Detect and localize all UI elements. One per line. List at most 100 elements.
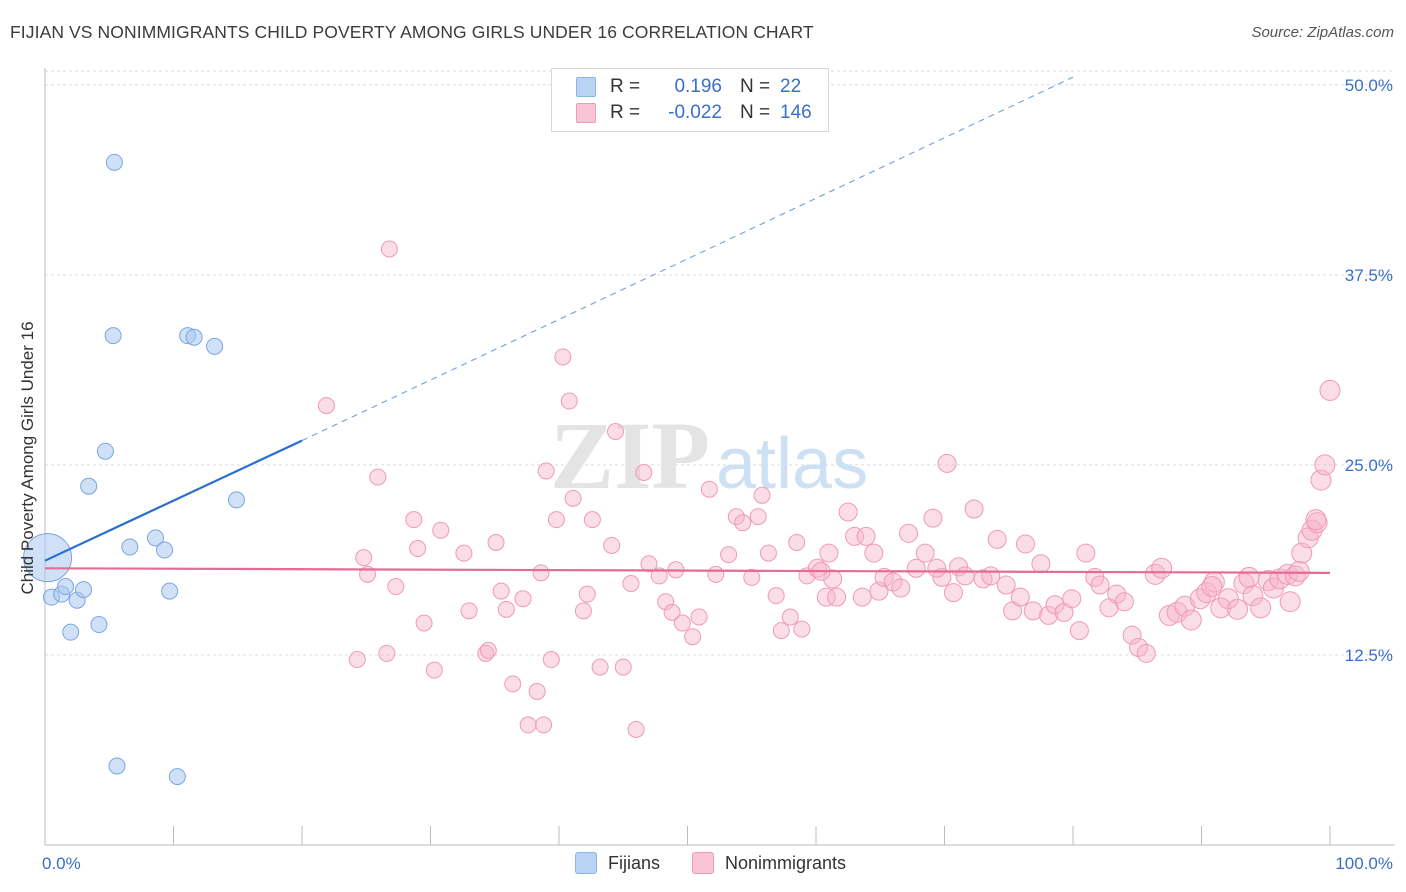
nonimmigrants-point [981, 566, 1001, 586]
nonimmigrants-point [409, 540, 427, 558]
nonimmigrants-point [684, 628, 702, 646]
nonimmigrants-point [753, 486, 771, 504]
legend-item-fijians[interactable]: Fijians [575, 852, 660, 874]
nonimmigrants-point [767, 587, 785, 605]
nonimmigrants-point [720, 546, 738, 564]
nonimmigrants-point [504, 675, 522, 693]
nonimmigrants-point [532, 564, 550, 582]
x-tick-label: 0.0% [42, 854, 81, 873]
nonimmigrants-point [1076, 543, 1096, 563]
y-tick-label: 25.0% [1345, 456, 1393, 475]
nonimmigrants-point [432, 521, 450, 539]
fijians-point [105, 153, 123, 171]
nonimmigrants-point [614, 658, 632, 676]
legend-r-value: -0.022 [668, 102, 722, 123]
nonimmigrants-point [856, 526, 876, 546]
nonimmigrants-point [519, 716, 537, 734]
nonimmigrants-point [487, 533, 505, 551]
nonimmigrants-point [1305, 509, 1327, 531]
fijians-point [185, 328, 203, 346]
nonimmigrants-point [497, 600, 515, 618]
nonimmigrants-point [627, 720, 645, 738]
nonimmigrants-point [788, 533, 806, 551]
nonimmigrants-point [1226, 598, 1248, 620]
nonimmigrants-point [578, 585, 596, 603]
nonimmigrants-point [317, 397, 335, 415]
legend-item-nonimmigrants[interactable]: Nonimmigrants [692, 852, 846, 874]
nonimmigrants-point [759, 544, 777, 562]
legend-row-fijians: R = 0.196 N = 22 [576, 75, 801, 99]
nonimmigrants-point [1062, 589, 1082, 609]
nonimmigrants-point [1031, 554, 1051, 574]
nonimmigrants-point [906, 558, 926, 578]
nonimmigrants-point [1136, 643, 1156, 663]
nonimmigrants-point [1107, 584, 1127, 604]
nonimmigrants-point [827, 587, 847, 607]
nonimmigrants-point [1288, 560, 1310, 582]
fijians-trend-line [44, 439, 303, 562]
chart-title: FIJIAN VS NONIMMIGRANTS CHILD POVERTY AM… [10, 22, 814, 42]
nonimmigrants-point [1069, 621, 1089, 641]
fijians-point [75, 581, 93, 599]
nonimmigrants-point [1279, 591, 1301, 613]
nonimmigrants-point [1090, 575, 1110, 595]
nonimmigrants-point [973, 569, 993, 589]
nonimmigrants-point [663, 603, 681, 621]
legend-label-nonimmigrants: Nonimmigrants [725, 852, 847, 873]
nonimmigrants-point [348, 651, 366, 669]
nonimmigrants-point [477, 644, 495, 662]
legend-row-nonimmigrants: R = -0.022 N = 146 [576, 101, 812, 125]
nonimmigrants-point [852, 587, 872, 607]
legend-n-label: N = [740, 102, 771, 123]
nonimmigrants-point [964, 499, 984, 519]
nonimmigrants-point [1217, 588, 1239, 610]
nonimmigrants-point [838, 502, 858, 522]
nonimmigrants-point [622, 574, 640, 592]
nonimmigrants-point [793, 620, 811, 638]
nonimmigrants-point [1238, 566, 1260, 588]
stats-legend: R = 0.196 N = 22 R = -0.022 N = 146 [551, 68, 829, 132]
nonimmigrants-point [355, 549, 373, 567]
nonimmigrants-point [807, 558, 827, 578]
nonimmigrants-point [479, 641, 497, 659]
nonimmigrants-point [816, 587, 836, 607]
tick-labels: 12.5% 25.0% 37.5% 50.0% 0.0% 100.0% [42, 76, 1393, 873]
fijians-point [62, 623, 80, 641]
nonimmigrants-point [864, 543, 884, 563]
fijians-point [156, 541, 174, 559]
nonimmigrants-point [937, 453, 957, 473]
fijians-point [147, 529, 165, 547]
nonimmigrants-point [987, 529, 1007, 549]
nonimmigrants-point [380, 240, 398, 258]
nonimmigrants-point [514, 590, 532, 608]
fijians-series [23, 153, 245, 786]
nonimmigrants-point [734, 514, 752, 532]
nonimmigrants-point [369, 468, 387, 486]
nonimmigrants-point [700, 480, 718, 498]
nonimmigrants-point [891, 578, 911, 598]
nonimmigrants-point [1210, 597, 1232, 619]
nonimmigrants-point [564, 489, 582, 507]
legend-r-label: R = [610, 76, 641, 97]
nonimmigrants-point [823, 569, 843, 589]
nonimmigrants-point [1015, 534, 1035, 554]
fijians-point [121, 538, 139, 556]
nonimmigrants-point [574, 602, 592, 620]
nonimmigrants-point [996, 575, 1016, 595]
fijians-point [96, 442, 114, 460]
nonimmigrants-point [915, 543, 935, 563]
nonimmigrants-point [1144, 563, 1166, 585]
nonimmigrants-point [1250, 597, 1272, 619]
nonimmigrants-point [819, 543, 839, 563]
nonimmigrants-point [1201, 576, 1223, 598]
nonimmigrants-point [781, 608, 799, 626]
nonimmigrants-trend-line [44, 567, 1331, 574]
fijians-point [80, 477, 98, 495]
nonimmigrants-point [542, 651, 560, 669]
y-axis-label: Child Poverty Among Girls Under 16 [18, 321, 37, 594]
legend-label-fijians: Fijians [608, 852, 661, 873]
nonimmigrants-point [927, 558, 947, 578]
nonimmigrants-point [378, 644, 396, 662]
legend-swatch-fijians [576, 77, 596, 97]
legend-n-value: 22 [780, 76, 802, 97]
